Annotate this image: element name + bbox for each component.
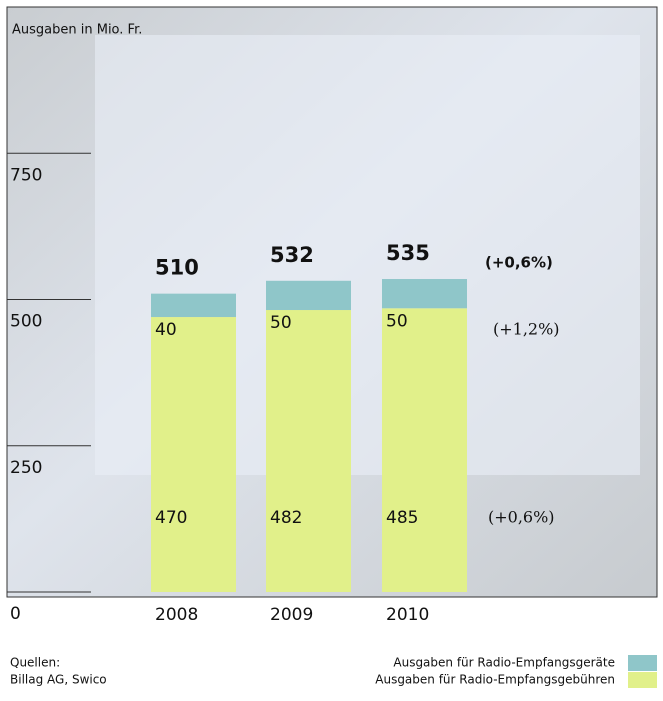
value-label: 470 — [155, 508, 187, 528]
value-label: 482 — [270, 508, 302, 528]
series-change: (+1,2%) — [493, 320, 560, 339]
y-axis-label: Ausgaben in Mio. Fr. — [12, 23, 142, 38]
total-label: 532 — [270, 243, 314, 267]
value-label: 50 — [386, 311, 408, 331]
x-tick-label: 2008 — [155, 605, 198, 625]
value-label: 50 — [270, 313, 292, 333]
legend-label: Ausgaben für Radio-Empfangsgebühren — [375, 673, 615, 687]
total-label: 510 — [155, 256, 199, 280]
y-tick-label: 0 — [10, 604, 21, 624]
x-tick-label: 2009 — [270, 605, 313, 625]
y-tick-label: 250 — [10, 458, 42, 478]
bar-segment — [382, 279, 467, 309]
total-label: 535 — [386, 241, 430, 265]
legend-swatch — [628, 672, 657, 688]
value-label: 40 — [155, 320, 177, 340]
y-tick-label: 750 — [10, 165, 42, 185]
total-change: (+0,6%) — [485, 254, 553, 272]
bar-segment — [151, 293, 236, 318]
value-label: 485 — [386, 508, 418, 528]
bar-segment — [382, 308, 467, 592]
bar-segment — [266, 280, 351, 311]
source: Billag AG, Swico — [10, 673, 107, 687]
series-change: (+0,6%) — [488, 508, 555, 527]
y-tick-label: 500 — [10, 312, 42, 332]
bar-segment — [151, 317, 236, 592]
legend-swatch — [628, 655, 657, 671]
legend-label: Ausgaben für Radio-Empfangsgeräte — [393, 656, 615, 670]
x-tick-label: 2010 — [386, 605, 429, 625]
bar-segment — [266, 310, 351, 592]
source-label: Quellen: — [10, 656, 60, 670]
